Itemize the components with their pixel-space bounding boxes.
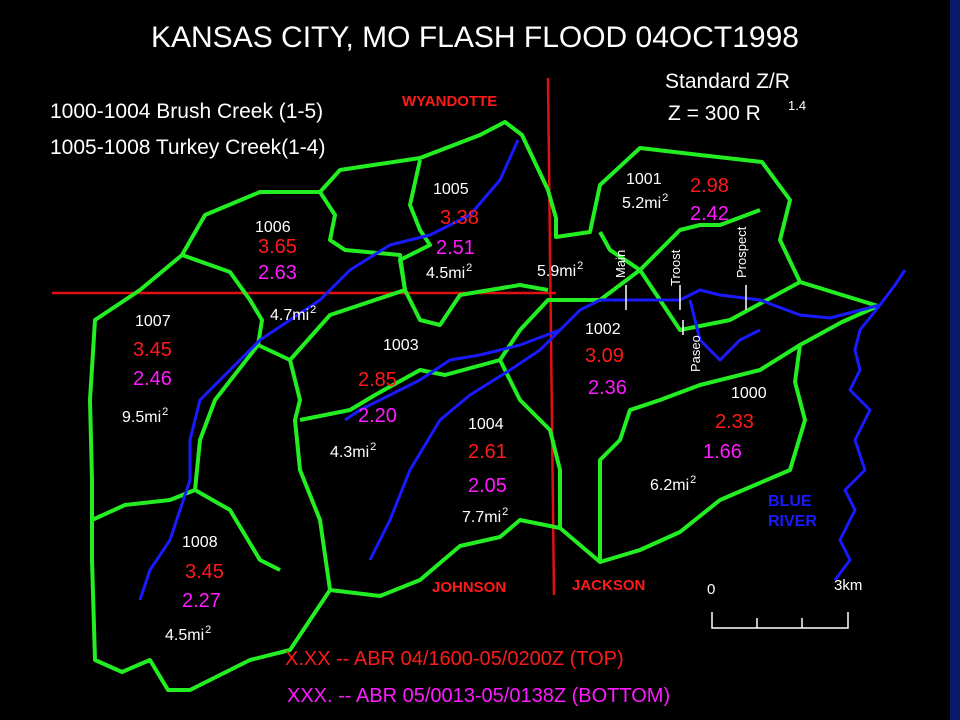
zr-exponent: 1.4 <box>788 98 806 113</box>
basin-area: 4.7mi <box>270 307 309 324</box>
area-superscript: 2 <box>502 506 508 518</box>
basin-id: 1000 <box>731 385 767 402</box>
basin-id: 1003 <box>383 337 419 354</box>
basin-divide <box>288 359 332 591</box>
basin-divide <box>318 190 407 291</box>
basin-divide <box>598 231 642 272</box>
abr-bottom: 2.27 <box>182 590 221 612</box>
basin-divide <box>498 359 562 528</box>
river-label: RIVER <box>768 513 817 530</box>
abr-bottom: 2.20 <box>358 405 397 427</box>
abr-top: 2.85 <box>358 369 397 391</box>
basin-id: 1007 <box>135 313 171 330</box>
legend-line: 1005-1008 Turkey Creek(1-4) <box>50 136 325 159</box>
area-superscript: 2 <box>466 262 472 274</box>
abr-bottom: 2.05 <box>468 475 507 497</box>
abr-top: 3.38 <box>440 207 479 229</box>
basin-area: 5.9mi <box>537 263 576 280</box>
basin-divide <box>181 159 432 362</box>
abr-bottom: 2.51 <box>436 237 475 259</box>
abr-top: 3.45 <box>133 339 172 361</box>
basin-divide <box>638 208 761 272</box>
abr-bottom: 2.36 <box>588 377 627 399</box>
abr-top: 3.45 <box>185 561 224 583</box>
street-label: Main <box>613 250 628 278</box>
abr-bottom: 2.42 <box>690 203 729 225</box>
abr-top: 2.33 <box>715 411 754 433</box>
basin-area: 9.5mi <box>122 409 161 426</box>
basin-id: 1004 <box>468 416 504 433</box>
area-superscript: 2 <box>162 406 168 418</box>
basin-id: 1002 <box>585 321 621 338</box>
county-label: JOHNSON <box>432 579 506 596</box>
basin-id: 1001 <box>626 171 662 188</box>
edge-strip <box>950 0 960 720</box>
abr-top: 2.98 <box>690 175 729 197</box>
street-label: Paseo <box>688 335 703 372</box>
abr-bottom: 2.63 <box>258 262 297 284</box>
stream <box>368 288 881 561</box>
basin-area: 6.2mi <box>650 477 689 494</box>
basin-area: 4.5mi <box>165 627 204 644</box>
scale-bar <box>711 612 849 629</box>
title: KANSAS CITY, MO FLASH FLOOD 04OCT1998 <box>151 21 799 54</box>
footer-line: XXX. -- ABR 05/0013-05/0138Z (BOTTOM) <box>287 685 670 707</box>
river-label: BLUE <box>768 493 812 510</box>
legend-line: 1000-1004 Brush Creek (1-5) <box>50 100 323 123</box>
county-line <box>546 77 556 596</box>
street-label: Troost <box>668 249 683 286</box>
basin-area: 7.7mi <box>462 509 501 526</box>
zr-label: Standard Z/R <box>665 70 790 93</box>
county-label: JACKSON <box>572 577 645 594</box>
basin-area: 4.5mi <box>426 265 465 282</box>
stream <box>138 139 520 601</box>
footer-line: X.XX -- ABR 04/1600-05/0200Z (TOP) <box>285 648 624 670</box>
scale-label: 0 <box>707 581 715 598</box>
basin-id: 1006 <box>255 219 291 236</box>
abr-bottom: 2.46 <box>133 368 172 390</box>
scale-label: 3km <box>834 577 862 594</box>
stream <box>344 328 561 422</box>
county-label: WYANDOTTE <box>402 93 497 110</box>
abr-top: 3.65 <box>258 236 297 258</box>
zr-formula: Z = 300 R <box>668 102 761 125</box>
abr-bottom: 1.66 <box>703 441 742 463</box>
basin-area: 5.2mi <box>622 195 661 212</box>
basin-id: 1005 <box>433 181 469 198</box>
area-superscript: 2 <box>577 260 583 272</box>
area-superscript: 2 <box>310 304 316 316</box>
basin-area: 4.3mi <box>330 444 369 461</box>
area-superscript: 2 <box>370 441 376 453</box>
basin-divide <box>299 268 801 422</box>
area-superscript: 2 <box>205 624 211 636</box>
abr-top: 2.61 <box>468 441 507 463</box>
stream <box>688 299 761 362</box>
basin-divide <box>194 488 281 572</box>
street-label: Prospect <box>734 226 749 278</box>
area-superscript: 2 <box>662 192 668 204</box>
basin-id: 1008 <box>182 534 218 551</box>
basin-divide <box>403 283 549 327</box>
blue-river <box>833 269 907 581</box>
area-superscript: 2 <box>690 474 696 486</box>
basin-divide <box>598 343 802 562</box>
abr-top: 3.09 <box>585 345 624 367</box>
